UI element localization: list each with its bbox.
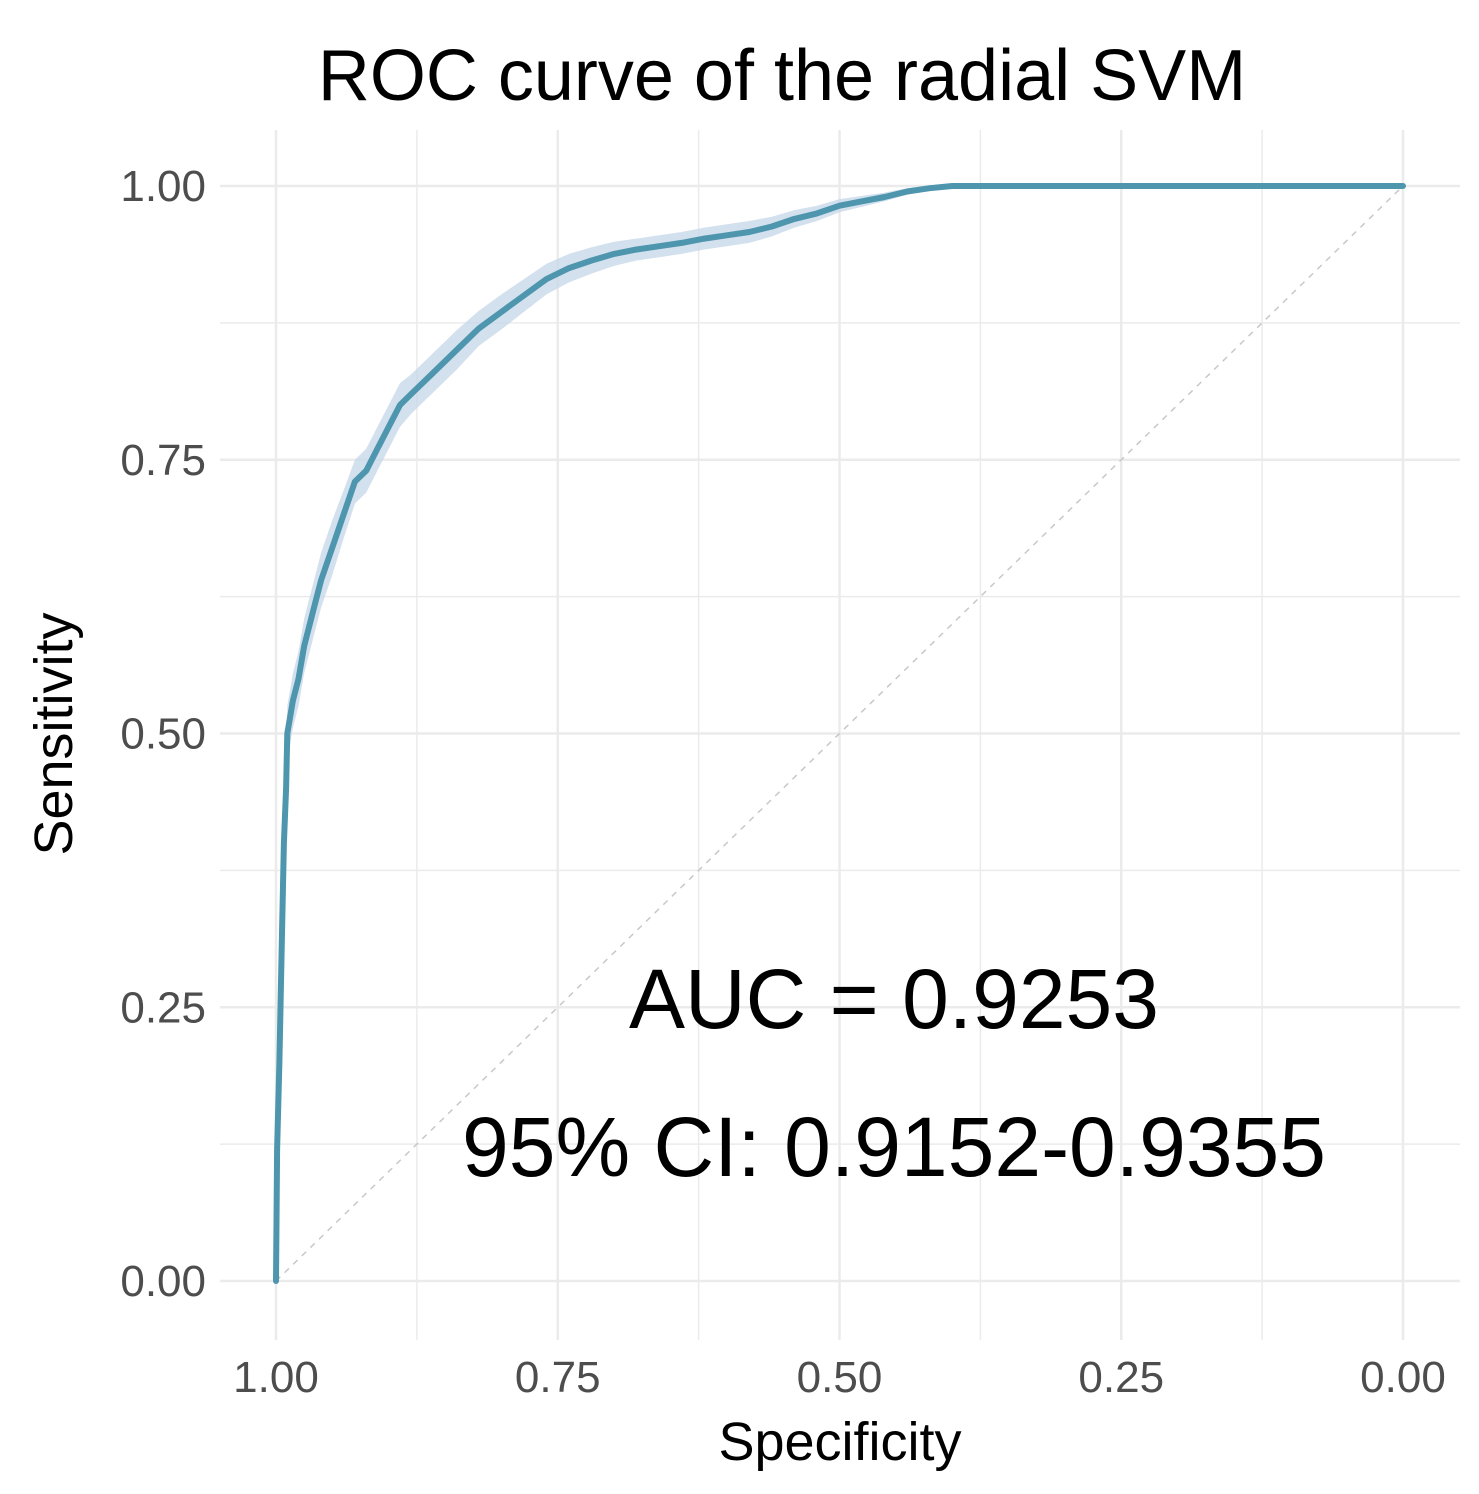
y-tick-label: 0.00 (120, 1257, 206, 1306)
x-axis-title: Specificity (718, 1412, 961, 1472)
x-tick-label: 0.00 (1360, 1353, 1446, 1402)
roc-chart: 0.000.250.500.751.00 1.00 0.75 0.50 0.25 0.0… (0, 0, 1479, 1494)
x-tick-label: 1.00 (233, 1353, 319, 1402)
x-tick-label: 0.25 (1078, 1353, 1164, 1402)
auc-annotation: AUC = 0.9253 (629, 952, 1159, 1046)
ci-annotation: 95% CI: 0.9152-0.9355 (462, 1100, 1326, 1194)
y-tick-label: 0.50 (120, 710, 206, 759)
x-tick-label: 0.75 (515, 1353, 601, 1402)
x-tick-label: 0.50 (797, 1353, 883, 1402)
chart-title: ROC curve of the radial SVM (318, 36, 1246, 116)
y-tick-label: 0.25 (120, 983, 206, 1032)
x-tick-labels: 1.00 0.75 0.50 0.25 0.00 (233, 1353, 1446, 1402)
y-tick-label: 0.75 (120, 436, 206, 485)
y-tick-labels: 0.00 0.25 0.50 0.75 1.00 (120, 162, 206, 1306)
y-tick-label: 1.00 (120, 162, 206, 211)
y-axis-title: Sensitivity (24, 612, 84, 855)
